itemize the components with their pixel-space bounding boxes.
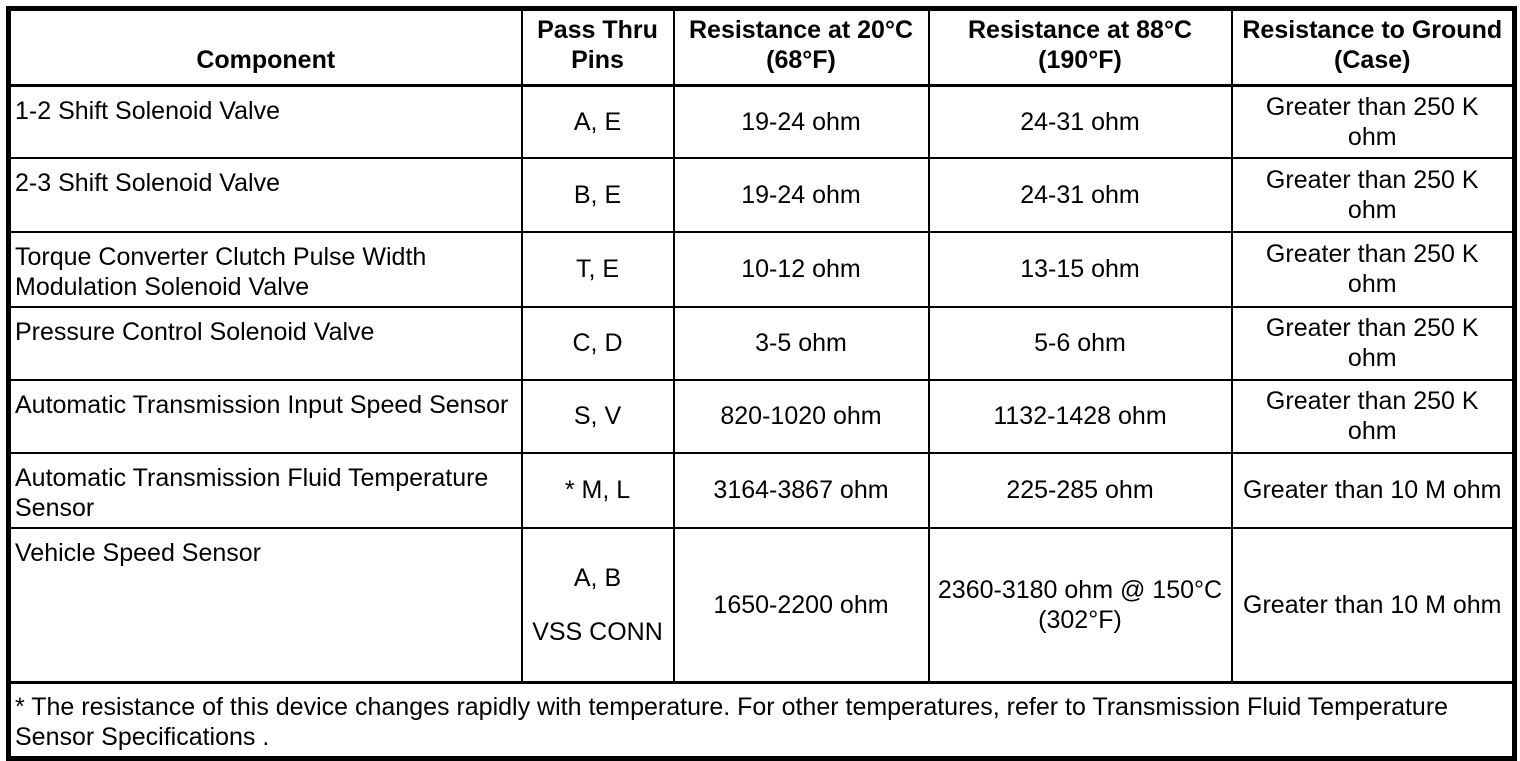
column-header-resistance-88c: Resistance at 88°C (190°F) [927, 7, 1233, 87]
cell-resistance-ground: Greater than 250 K ohm [1230, 378, 1516, 454]
cell-resistance-88c: 5-6 ohm [927, 305, 1233, 381]
cell-component: 2-3 Shift Solenoid Valve [7, 156, 523, 233]
cell-pass-thru-pins: A, E [520, 84, 675, 159]
cell-pass-thru-pins: * M, L [520, 451, 675, 529]
table-row: 1-2 Shift Solenoid Valve A, E 19-24 ohm … [7, 84, 1516, 159]
column-header-component: Component [7, 7, 523, 87]
column-header-resistance-ground: Resistance to Ground (Case) [1230, 7, 1516, 87]
cell-resistance-ground: Greater than 250 K ohm [1230, 305, 1516, 381]
cell-resistance-20c: 10-12 ohm [672, 230, 930, 308]
cell-component: 1-2 Shift Solenoid Valve [7, 84, 523, 159]
cell-pass-thru-pins: A, B VSS CONN [520, 526, 675, 683]
cell-resistance-88c: 24-31 ohm [927, 84, 1233, 159]
cell-pass-thru-pins: T, E [520, 230, 675, 308]
cell-pass-thru-pins: B, E [520, 156, 675, 233]
footnote-row: * The resistance of this device changes … [7, 680, 1516, 759]
cell-resistance-ground: Greater than 10 M ohm [1230, 526, 1516, 683]
cell-component: Automatic Transmission Fluid Temperature… [7, 451, 523, 529]
cell-resistance-20c: 19-24 ohm [672, 156, 930, 233]
table-row: Pressure Control Solenoid Valve C, D 3-5… [7, 305, 1516, 381]
cell-resistance-88c: 13-15 ohm [927, 230, 1233, 308]
resistance-spec-table: Component Pass Thru Pins Resistance at 2… [6, 6, 1517, 761]
pins-stack: A, B VSS CONN [527, 563, 669, 647]
table-row: Torque Converter Clutch Pulse Width Modu… [7, 230, 1516, 308]
table-row: 2-3 Shift Solenoid Valve B, E 19-24 ohm … [7, 156, 1516, 233]
cell-resistance-ground: Greater than 250 K ohm [1230, 230, 1516, 308]
cell-resistance-ground: Greater than 250 K ohm [1230, 84, 1516, 159]
header-row: Component Pass Thru Pins Resistance at 2… [7, 7, 1516, 87]
cell-resistance-20c: 3164-3867 ohm [672, 451, 930, 529]
pins-top-label: A, B [573, 563, 622, 592]
cell-resistance-20c: 1650-2200 ohm [672, 526, 930, 683]
cell-resistance-88c: 2360-3180 ohm @ 150°C (302°F) [927, 526, 1233, 683]
cell-component: Vehicle Speed Sensor [7, 526, 523, 683]
footnote-cell: * The resistance of this device changes … [7, 680, 1516, 759]
cell-resistance-20c: 3-5 ohm [672, 305, 930, 381]
table-row: Vehicle Speed Sensor A, B VSS CONN 1650-… [7, 526, 1516, 683]
pins-bottom-label: VSS CONN [532, 617, 663, 646]
cell-pass-thru-pins: S, V [520, 378, 675, 454]
cell-component: Pressure Control Solenoid Valve [7, 305, 523, 381]
column-header-pass-thru-pins: Pass Thru Pins [520, 7, 675, 87]
table-row: Automatic Transmission Input Speed Senso… [7, 378, 1516, 454]
cell-component: Automatic Transmission Input Speed Senso… [7, 378, 523, 454]
cell-pass-thru-pins: C, D [520, 305, 675, 381]
cell-resistance-88c: 225-285 ohm [927, 451, 1233, 529]
cell-resistance-20c: 820-1020 ohm [672, 378, 930, 454]
cell-resistance-ground: Greater than 250 K ohm [1230, 156, 1516, 233]
column-header-resistance-20c: Resistance at 20°C (68°F) [672, 7, 930, 87]
cell-resistance-88c: 24-31 ohm [927, 156, 1233, 233]
cell-resistance-88c: 1132-1428 ohm [927, 378, 1233, 454]
cell-component: Torque Converter Clutch Pulse Width Modu… [7, 230, 523, 308]
cell-resistance-ground: Greater than 10 M ohm [1230, 451, 1516, 529]
table-row: Automatic Transmission Fluid Temperature… [7, 451, 1516, 529]
cell-resistance-20c: 19-24 ohm [672, 84, 930, 159]
